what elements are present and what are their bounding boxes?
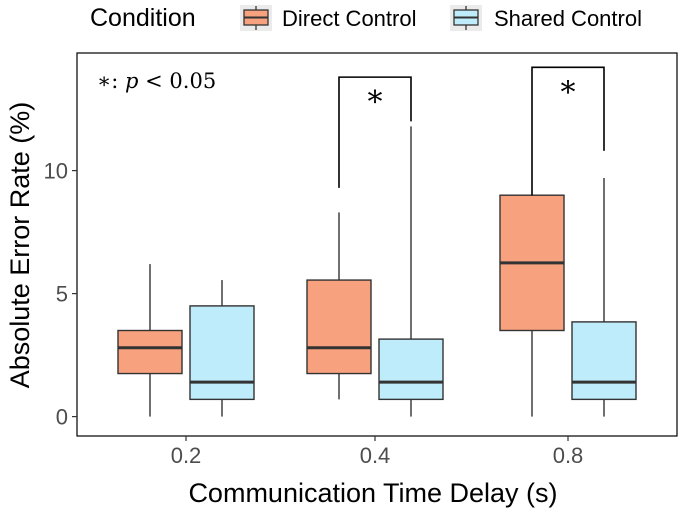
- significance-star: *: [368, 85, 383, 120]
- legend-title: Condition: [90, 4, 196, 32]
- y-axis: 0 5 10: [44, 159, 77, 430]
- y-tick-label: 5: [56, 282, 68, 307]
- legend-item-shared-control: Shared Control: [450, 5, 642, 31]
- box-direct-control-0.4: [306, 212, 372, 400]
- significance-note: ∗: p < 0.05: [97, 69, 216, 93]
- box-body: [378, 338, 444, 401]
- significance-0.4: *: [338, 76, 412, 188]
- x-tick-label: 0.4: [360, 443, 391, 468]
- box-body: [117, 329, 183, 375]
- significance-brackets: * *: [338, 66, 605, 196]
- significance-star: *: [561, 75, 576, 110]
- boxplot-marks: [117, 126, 637, 417]
- box-body: [306, 279, 372, 375]
- box-shared-control-0.4: [378, 126, 444, 417]
- significance-note-prefix: ∗:: [97, 69, 125, 93]
- box-body: [571, 321, 637, 401]
- x-tick-label: 0.8: [553, 443, 584, 468]
- box-shared-control-0.8: [571, 177, 637, 417]
- legend-label-direct-control: Direct Control: [282, 6, 416, 31]
- box-body: [189, 305, 255, 401]
- significance-bracket: [338, 76, 412, 188]
- x-axis: 0.2 0.4 0.8: [171, 436, 584, 468]
- legend-label-shared-control: Shared Control: [494, 6, 642, 31]
- significance-note-variable: p: [125, 69, 138, 93]
- legend-item-direct-control: Direct Control: [240, 5, 416, 31]
- x-tick-label: 0.2: [171, 443, 202, 468]
- legend: Condition Direct Control Shared Control: [90, 4, 642, 32]
- significance-note-relation: < 0.05: [138, 69, 216, 93]
- y-tick-label: 0: [56, 405, 68, 430]
- significance-0.8: *: [531, 66, 605, 196]
- significance-bracket: [531, 66, 605, 196]
- box-direct-control-0.2: [117, 264, 183, 417]
- box-shared-control-0.2: [189, 280, 255, 417]
- y-tick-label: 10: [44, 159, 68, 184]
- x-axis-title: Communication Time Delay (s): [188, 478, 557, 508]
- y-axis-title: Absolute Error Rate (%): [5, 102, 35, 389]
